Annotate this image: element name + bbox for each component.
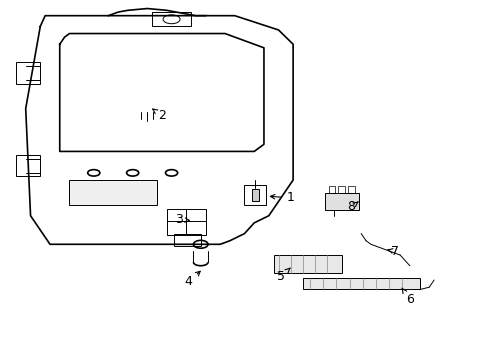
- Bar: [347, 186, 354, 193]
- Bar: [69, 180, 157, 205]
- Bar: [16, 155, 40, 176]
- Bar: [302, 278, 419, 289]
- Bar: [135, 91, 159, 105]
- Text: 8: 8: [347, 200, 358, 213]
- Polygon shape: [60, 33, 264, 152]
- Bar: [328, 186, 335, 193]
- Bar: [137, 103, 144, 112]
- Text: 5: 5: [276, 268, 289, 283]
- Bar: [149, 103, 157, 112]
- Bar: [152, 12, 191, 26]
- Text: 6: 6: [401, 288, 413, 306]
- Bar: [16, 62, 40, 84]
- Bar: [166, 208, 205, 235]
- Text: 1: 1: [270, 192, 294, 204]
- Bar: [174, 234, 201, 246]
- Text: 4: 4: [184, 271, 200, 288]
- Text: 2: 2: [152, 109, 165, 122]
- Bar: [273, 255, 341, 273]
- Bar: [324, 193, 358, 210]
- Bar: [251, 189, 259, 202]
- Text: 7: 7: [387, 245, 398, 258]
- Bar: [338, 186, 345, 193]
- Bar: [244, 185, 266, 205]
- Text: 3: 3: [175, 213, 189, 226]
